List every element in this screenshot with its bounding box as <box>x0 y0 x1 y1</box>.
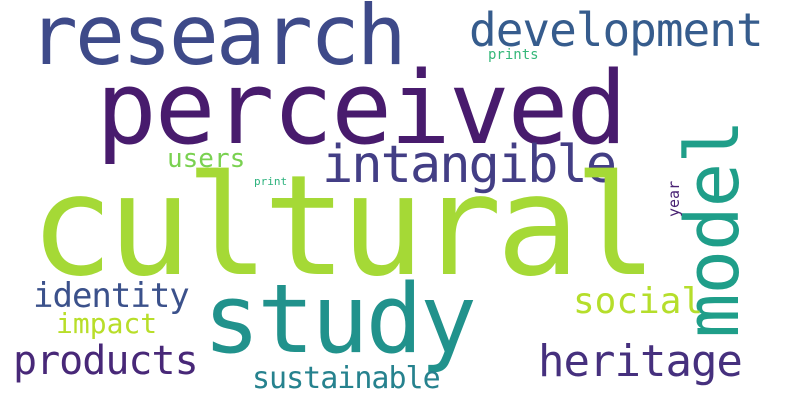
word-users: users <box>167 144 246 174</box>
word-print: print <box>254 175 288 188</box>
word-research: research <box>28 0 407 84</box>
word-perceived: perceived <box>96 49 627 167</box>
word-sustainable: sustainable <box>252 361 441 396</box>
word-development: development <box>469 3 764 57</box>
word-social: social <box>573 281 704 322</box>
word-identity: identity <box>33 276 190 316</box>
word-intangible: intangible <box>322 135 617 195</box>
word-cultural: cultural <box>30 145 657 307</box>
word-heritage: heritage <box>538 336 743 387</box>
word-impact: impact <box>56 307 158 340</box>
word-products: products <box>13 338 199 384</box>
word-prints: prints <box>488 47 539 63</box>
word-study: study <box>203 265 477 375</box>
word-year: year <box>665 180 683 217</box>
